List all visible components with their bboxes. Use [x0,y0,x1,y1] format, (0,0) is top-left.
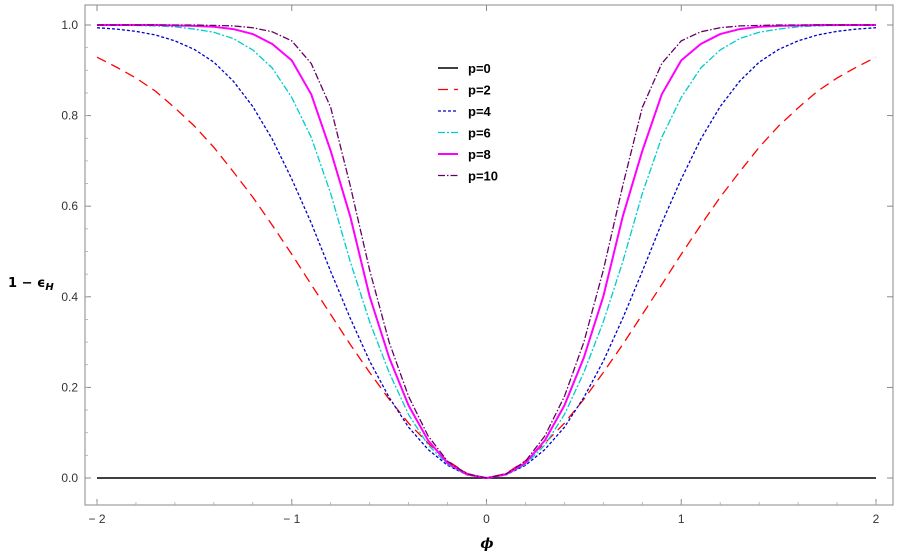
legend-label: p=10 [468,169,498,184]
legend: p=0 p=2 p=4 p=6 p=8 p=10 [438,61,498,184]
axis-tick-labels: − 2 − 1 0 1 2 0.0 0.2 0.4 0.6 0.8 1.0 [61,18,879,526]
legend-label: p=6 [468,126,491,141]
x-tick-label: − 1 [283,512,300,526]
x-tick-label: 1 [678,512,685,526]
legend-label: p=8 [468,147,491,162]
series-line-p-2 [96,56,877,479]
axis-ticks [85,5,893,505]
legend-label: p=2 [468,83,491,98]
y-axis-label-sub: H [45,282,54,293]
series-line-p-10 [97,24,876,479]
y-axis-label: 1 − ϵH [8,276,54,293]
y-axis-label-main: 1 − ϵ [8,276,45,291]
legend-label: p=4 [468,104,492,119]
plot-frame [84,4,894,506]
y-tick-label: 0.0 [61,471,78,485]
y-tick-label: 0.2 [61,380,78,394]
x-tick-label: − 2 [88,512,105,526]
y-tick-label: 0.4 [61,290,78,304]
series-layer [96,24,877,479]
x-tick-label: 0 [483,512,490,526]
legend-label: p=0 [468,61,491,76]
y-tick-label: 1.0 [61,18,78,32]
x-axis-label: ϕ [480,536,493,552]
x-tick-label: 2 [873,512,880,526]
y-tick-label: 0.8 [61,109,78,123]
y-tick-label: 0.6 [61,199,78,213]
